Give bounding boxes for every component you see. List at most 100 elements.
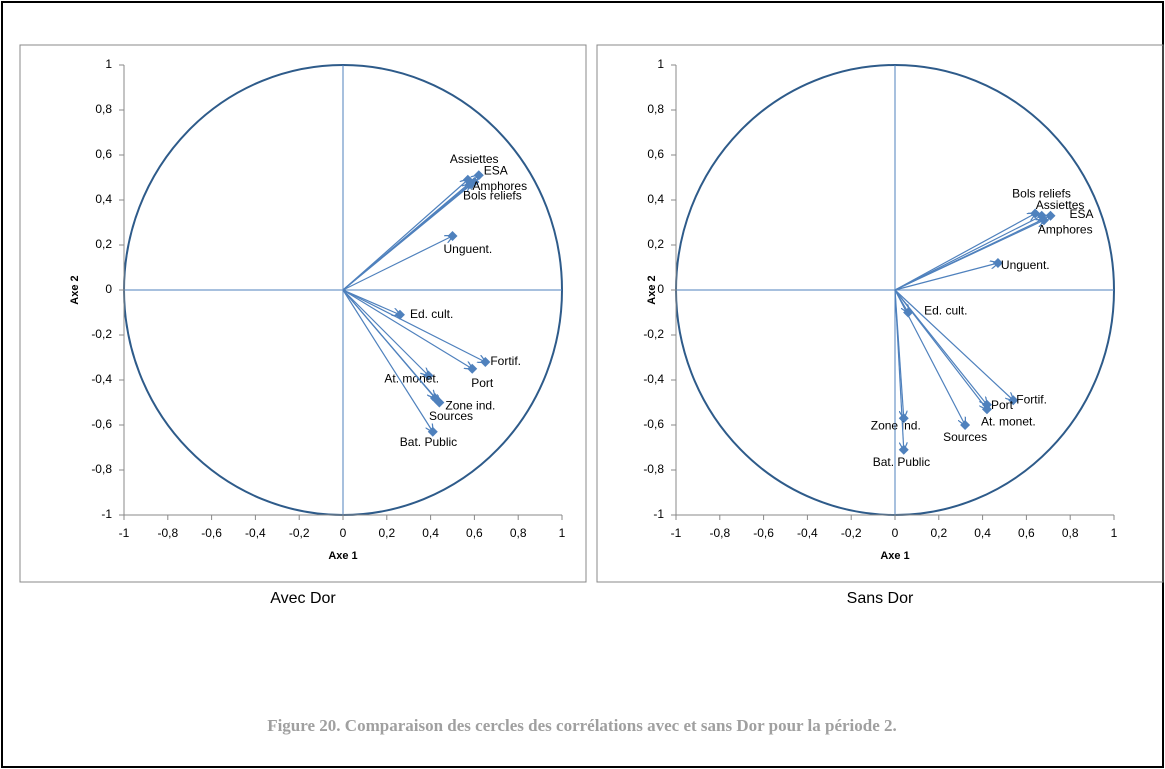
vector-arrow bbox=[342, 289, 485, 362]
y-tick-label: 0,2 bbox=[95, 237, 112, 251]
x-tick-label: -0,4 bbox=[245, 526, 266, 540]
point-label: Port bbox=[471, 376, 494, 390]
y-tick-label: 0,6 bbox=[647, 147, 664, 161]
point-label: Unguent. bbox=[1001, 258, 1050, 272]
vector-arrow bbox=[894, 289, 1013, 400]
x-tick-label: 0 bbox=[340, 526, 347, 540]
point-label: Bols reliefs bbox=[1012, 187, 1071, 201]
x-tick-label: 0,8 bbox=[1062, 526, 1079, 540]
point-label: Bat. Public bbox=[400, 435, 457, 449]
x-tick-label: -0,8 bbox=[709, 526, 730, 540]
y-tick-label: -0,8 bbox=[91, 462, 112, 476]
chart-frame bbox=[596, 44, 1164, 583]
point-label: Unguent. bbox=[444, 242, 493, 256]
vector-arrow bbox=[894, 289, 965, 425]
vector-arrow bbox=[894, 220, 1044, 291]
point bbox=[1038, 215, 1049, 226]
vector-arrow bbox=[342, 289, 435, 398]
y-tick-label: 1 bbox=[105, 57, 112, 71]
point-label: Port bbox=[991, 398, 1014, 412]
point-label: Bat. Public bbox=[873, 455, 930, 469]
y-tick-label: 0,6 bbox=[95, 147, 112, 161]
point bbox=[447, 231, 458, 241]
point-label: Assiettes bbox=[450, 152, 499, 166]
point bbox=[480, 357, 491, 367]
x-tick-label: 0,2 bbox=[930, 526, 947, 540]
point bbox=[898, 444, 909, 455]
point-label: Zone ind. bbox=[871, 418, 921, 432]
vector-arrow bbox=[894, 289, 987, 409]
point-label: At. monet. bbox=[981, 414, 1036, 428]
point bbox=[423, 370, 434, 381]
point-label: Fortif. bbox=[490, 354, 521, 368]
x-tick-label: -1 bbox=[671, 526, 682, 540]
x-tick-label: -1 bbox=[119, 526, 130, 540]
y-axis-title: Axe 2 bbox=[69, 275, 81, 304]
figure-caption: Figure 20. Comparaison des cercles des c… bbox=[267, 716, 897, 735]
x-tick-label: 0,4 bbox=[422, 526, 439, 540]
y-tick-label: 1 bbox=[657, 57, 664, 71]
y-tick-label: -0,6 bbox=[643, 417, 664, 431]
x-axis-title: Axe 1 bbox=[328, 550, 357, 562]
y-tick-label: -1 bbox=[653, 507, 664, 521]
point bbox=[467, 363, 478, 374]
point-label: Amphores bbox=[472, 179, 527, 193]
x-tick-label: -0,8 bbox=[157, 526, 178, 540]
vector-arrow bbox=[342, 236, 453, 291]
point bbox=[1008, 395, 1019, 406]
point-label: Assiettes bbox=[1036, 198, 1085, 212]
y-tick-label: -1 bbox=[101, 507, 112, 521]
vector-arrow bbox=[342, 289, 472, 369]
point-label: Ed. cult. bbox=[410, 307, 453, 321]
x-tick-label: 0,6 bbox=[1018, 526, 1035, 540]
point-label: ESA bbox=[484, 163, 508, 177]
vector-arrow bbox=[342, 184, 470, 291]
x-axis-title: Axe 1 bbox=[880, 550, 909, 562]
x-tick-label: -0,2 bbox=[841, 526, 862, 540]
point-label: Zone ind. bbox=[445, 399, 495, 413]
y-tick-label: 0,4 bbox=[95, 192, 112, 206]
point-label: ESA bbox=[1069, 207, 1093, 221]
point-label: Fortif. bbox=[1016, 392, 1047, 406]
point-label: Ed. cult. bbox=[924, 304, 967, 318]
y-tick-label: 0,4 bbox=[647, 192, 664, 206]
x-tick-label: 0,2 bbox=[378, 526, 395, 540]
point bbox=[1045, 210, 1056, 221]
point bbox=[429, 393, 440, 403]
chart-frame bbox=[19, 44, 587, 583]
x-tick-label: -0,2 bbox=[289, 526, 310, 540]
vector-arrow bbox=[342, 289, 433, 432]
point-label: Sources bbox=[943, 430, 987, 444]
y-tick-label: -0,8 bbox=[643, 462, 664, 476]
point-label: At. monet. bbox=[384, 372, 439, 386]
y-tick-label: 0,2 bbox=[647, 237, 664, 251]
x-tick-label: 0,4 bbox=[974, 526, 991, 540]
point-label: Amphores bbox=[1038, 222, 1093, 236]
x-tick-label: 1 bbox=[559, 526, 566, 540]
y-tick-label: -0,6 bbox=[91, 417, 112, 431]
vector-arrow bbox=[342, 289, 428, 376]
x-tick-label: -0,4 bbox=[797, 526, 818, 540]
point bbox=[992, 258, 1003, 268]
x-tick-label: -0,6 bbox=[201, 526, 222, 540]
x-tick-label: 0 bbox=[892, 526, 899, 540]
y-tick-label: 0,8 bbox=[95, 102, 112, 116]
point-label: Bols reliefs bbox=[463, 188, 522, 202]
point bbox=[427, 426, 438, 437]
x-tick-label: 0,6 bbox=[466, 526, 483, 540]
y-tick-label: -0,4 bbox=[91, 372, 112, 386]
x-tick-label: -0,6 bbox=[753, 526, 774, 540]
point-label: Sources bbox=[429, 409, 473, 423]
vector-arrow bbox=[894, 214, 1035, 291]
x-tick-label: 0,8 bbox=[510, 526, 527, 540]
y-tick-label: 0,8 bbox=[647, 102, 664, 116]
point bbox=[473, 170, 484, 181]
y-tick-label: 0 bbox=[105, 282, 112, 296]
y-axis-title: Axe 2 bbox=[646, 275, 658, 304]
vector-arrow bbox=[342, 289, 400, 315]
vector-arrow bbox=[894, 289, 904, 450]
point bbox=[465, 179, 476, 190]
vector-arrow bbox=[894, 263, 998, 291]
x-tick-label: 1 bbox=[1111, 526, 1118, 540]
